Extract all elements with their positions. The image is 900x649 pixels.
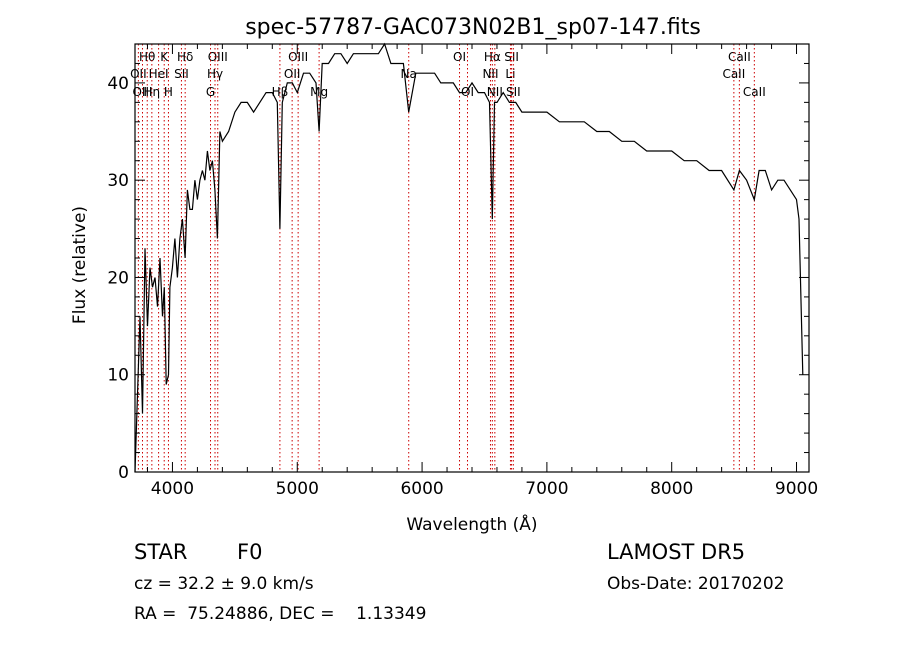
line-marker-label: K [160, 50, 169, 64]
x-tick-label: 5000 [276, 479, 319, 499]
axes-layer: 4000 5000 6000 7000 8000 9000 0 10 20 30 40 [107, 43, 818, 499]
line-marker-label: Li [505, 67, 515, 81]
spectrum-line [134, 42, 804, 473]
line-marker-label: Mg [310, 85, 328, 99]
line-marker-label: OII [130, 67, 147, 81]
line-marker-label: SII [504, 50, 519, 64]
x-axis-label: Wavelength (Å) [406, 513, 537, 535]
line-marker-label: CaII [728, 50, 751, 64]
line-marker-label: NII [482, 67, 498, 81]
line-marker-label: HeI [149, 67, 169, 81]
obs-date-text: Obs-Date: 20170202 [607, 574, 785, 594]
line-marker-label: SII [506, 85, 521, 99]
y-tick-label: 40 [107, 74, 129, 94]
line-marker-label: CaII [722, 67, 745, 81]
y-tick-label: 10 [107, 366, 129, 386]
plot-frame [134, 43, 810, 473]
line-marker-label: CaII [743, 85, 766, 99]
y-tick-label: 20 [107, 268, 129, 288]
line-marker-label: OI [461, 85, 474, 99]
coordinates-text: RA = 75.24886, DEC = 1.13349 [134, 604, 427, 624]
line-marker-label: OIII [288, 50, 308, 64]
line-marker-label: OI [453, 50, 466, 64]
x-tick-label: 4000 [151, 479, 194, 499]
x-tick-label: 8000 [650, 479, 693, 499]
line-marker-label: Hδ [177, 50, 193, 64]
object-class: STAR [134, 540, 188, 564]
line-marker-label: OIII [208, 50, 228, 64]
survey-name: LAMOST DR5 [607, 540, 746, 564]
line-marker-label: G [206, 85, 215, 99]
chart-title: spec-57787-GAC073N02B1_sp07-147.fits [245, 15, 701, 40]
line-marker-label: SII [174, 67, 189, 81]
line-marker-label: NII [487, 85, 503, 99]
line-marker-label: Hθ [139, 50, 155, 64]
spectrum-layer [134, 42, 804, 473]
line-marker-label: Hη [144, 85, 161, 99]
line-marker-label: Hα [484, 50, 501, 64]
line-marker-label: H [164, 85, 173, 99]
line-marker-label: Hγ [207, 67, 223, 81]
object-subclass: F0 [237, 540, 263, 564]
y-tick-label: 0 [118, 463, 129, 483]
y-axis-label: Flux (relative) [70, 206, 90, 324]
y-tick-label: 30 [107, 171, 129, 191]
line-marker-label: OII [284, 67, 301, 81]
x-tick-label: 7000 [525, 479, 568, 499]
x-tick-label: 6000 [400, 479, 443, 499]
redshift-text: cz = 32.2 ± 9.0 km/s [134, 574, 314, 594]
line-marker-label: OIII [132, 85, 152, 99]
x-tick-label: 9000 [775, 479, 818, 499]
